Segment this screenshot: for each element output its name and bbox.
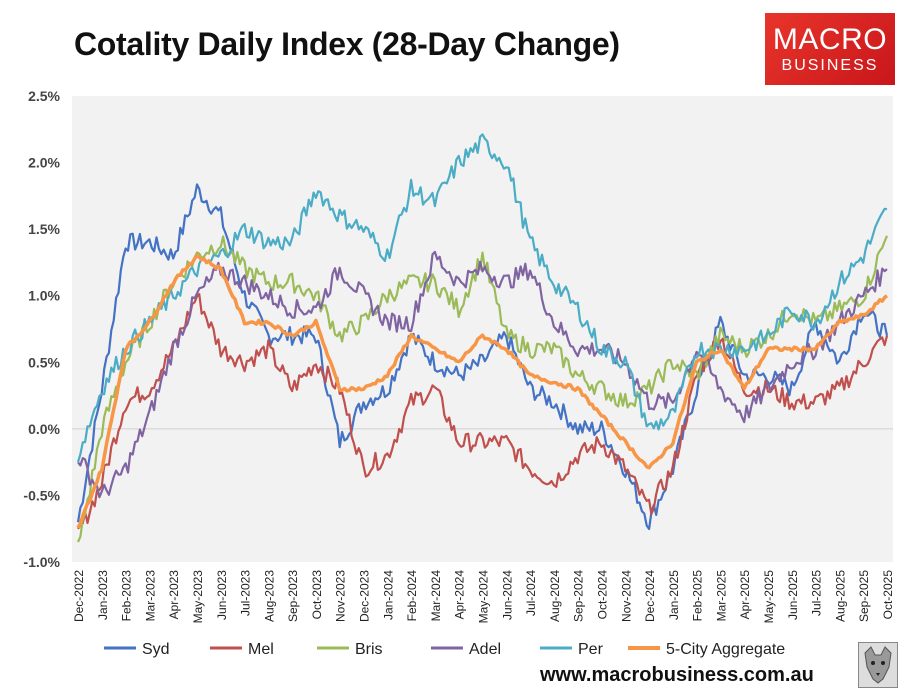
x-tick-label: Aug-2023 xyxy=(262,570,276,622)
legend-label: Per xyxy=(578,641,604,658)
x-tick-label: Apr-2025 xyxy=(738,570,752,620)
legend-label: Bris xyxy=(355,641,383,658)
logo-line2: BUSINESS xyxy=(781,57,879,74)
plot-area xyxy=(72,96,893,562)
x-tick-label: Mar-2024 xyxy=(429,570,443,622)
x-tick-label: Mar-2023 xyxy=(143,570,157,622)
x-tick-label: Oct-2025 xyxy=(881,570,895,620)
x-tick-label: Feb-2023 xyxy=(120,570,134,622)
x-tick-label: Sep-2023 xyxy=(286,570,300,622)
x-tick-label: Oct-2024 xyxy=(595,570,609,620)
series-line-mel xyxy=(77,293,889,530)
series-line-adel xyxy=(77,250,888,499)
x-tick-label: Mar-2025 xyxy=(714,570,728,622)
y-tick-label: 2.0% xyxy=(28,155,60,171)
legend-label: Syd xyxy=(142,641,170,658)
x-tick-label: Dec-2023 xyxy=(358,570,372,622)
x-tick-label: Jun-2025 xyxy=(786,570,800,620)
x-tick-label: Oct-2023 xyxy=(310,570,324,620)
x-tick-label: Jan-2024 xyxy=(381,570,395,620)
x-tick-label: Apr-2024 xyxy=(453,570,467,620)
x-tick-label: Jun-2024 xyxy=(500,570,514,620)
y-tick-label: -0.5% xyxy=(23,487,60,503)
y-tick-label: 1.5% xyxy=(28,221,60,237)
x-tick-label: Jul-2024 xyxy=(524,570,538,616)
x-tick-label: May-2025 xyxy=(762,570,776,624)
series-line-per xyxy=(76,133,888,463)
x-tick-label: Jan-2023 xyxy=(96,570,110,620)
x-tick-label: Dec-2024 xyxy=(643,570,657,622)
footer-url: www.macrobusiness.com.au xyxy=(540,664,814,686)
x-tick-label: Dec-2022 xyxy=(72,570,86,622)
macrobusiness-logo: MACRO BUSINESS xyxy=(765,13,895,85)
x-tick-label: Nov-2024 xyxy=(619,570,633,622)
x-tick-label: Feb-2025 xyxy=(691,570,705,622)
x-tick-label: Jul-2023 xyxy=(239,570,253,616)
legend-label: Adel xyxy=(469,641,501,658)
x-tick-label: Jul-2025 xyxy=(810,570,824,616)
x-tick-label: May-2023 xyxy=(191,570,205,624)
wolf-mascot-icon xyxy=(858,642,898,688)
y-tick-label: 0.0% xyxy=(28,421,60,437)
y-tick-label: 2.5% xyxy=(28,88,60,104)
x-tick-label: Jan-2025 xyxy=(667,570,681,620)
x-tick-label: Aug-2024 xyxy=(548,570,562,622)
x-tick-label: Sep-2025 xyxy=(857,570,871,622)
series-line-bris xyxy=(76,235,889,543)
chart-title: Cotality Daily Index (28-Day Change) xyxy=(74,26,620,62)
x-tick-label: Feb-2024 xyxy=(405,570,419,622)
x-tick-label: Aug-2025 xyxy=(833,570,847,622)
x-tick-label: Nov-2023 xyxy=(334,570,348,622)
y-tick-label: -1.0% xyxy=(23,554,60,570)
y-tick-label: 1.0% xyxy=(28,288,60,304)
x-tick-label: Sep-2024 xyxy=(572,570,586,622)
x-tick-label: Jun-2023 xyxy=(215,570,229,620)
y-tick-label: 0.5% xyxy=(28,354,60,370)
series-line-5-city-aggregate xyxy=(76,253,889,529)
x-tick-label: May-2024 xyxy=(477,570,491,624)
legend-label: 5-City Aggregate xyxy=(666,641,785,658)
logo-line1: MACRO xyxy=(772,23,888,56)
x-tick-label: Apr-2023 xyxy=(167,570,181,620)
legend-label: Mel xyxy=(248,641,274,658)
